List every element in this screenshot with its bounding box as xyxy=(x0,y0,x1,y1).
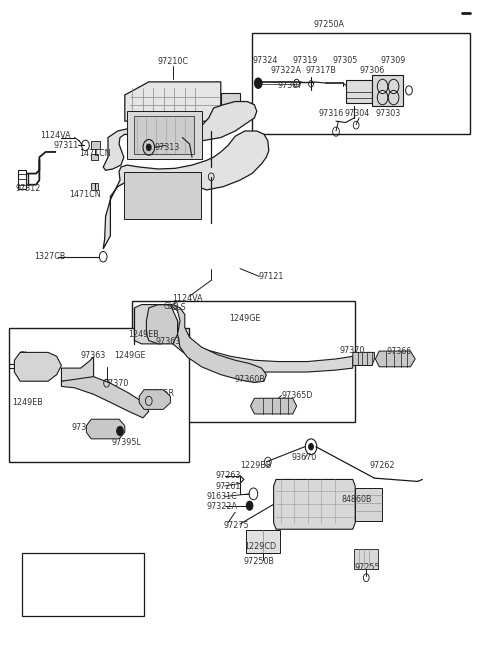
Text: 1229CD: 1229CD xyxy=(244,542,276,552)
Polygon shape xyxy=(86,419,125,439)
Polygon shape xyxy=(346,80,372,103)
Bar xyxy=(354,549,378,569)
Polygon shape xyxy=(251,398,297,414)
Circle shape xyxy=(117,426,123,436)
Text: GLS: GLS xyxy=(163,302,178,311)
Text: 97370: 97370 xyxy=(340,346,365,355)
Bar xyxy=(132,301,355,422)
Text: 1249GE: 1249GE xyxy=(229,314,261,324)
Text: 1124VA: 1124VA xyxy=(172,293,203,303)
Text: 1249EB: 1249EB xyxy=(12,398,43,407)
Text: GL: GL xyxy=(18,350,29,360)
Text: 97313: 97313 xyxy=(155,143,180,152)
Text: 97316: 97316 xyxy=(319,109,344,119)
Text: 97309: 97309 xyxy=(381,56,406,65)
Text: 97324: 97324 xyxy=(252,56,277,65)
Text: 97319: 97319 xyxy=(292,56,317,65)
Text: 1471CN: 1471CN xyxy=(70,190,101,199)
Text: GLS: GLS xyxy=(170,303,186,312)
Text: 97255: 97255 xyxy=(354,563,380,572)
Text: 97261: 97261 xyxy=(216,481,241,491)
Bar xyxy=(134,116,194,154)
Text: 97263: 97263 xyxy=(35,590,57,595)
Bar xyxy=(91,183,98,190)
Polygon shape xyxy=(172,321,353,372)
Text: 97366: 97366 xyxy=(386,347,412,356)
Polygon shape xyxy=(221,93,240,111)
Polygon shape xyxy=(146,305,178,344)
Text: 97307: 97307 xyxy=(277,81,302,90)
Text: 1471CN: 1471CN xyxy=(79,149,111,158)
Text: 97312: 97312 xyxy=(15,184,40,193)
Text: 97360B: 97360B xyxy=(234,375,265,384)
Polygon shape xyxy=(61,357,94,381)
Text: 1229BB: 1229BB xyxy=(240,460,271,470)
Text: 97275: 97275 xyxy=(223,521,249,530)
Text: 97303: 97303 xyxy=(375,109,400,119)
Bar xyxy=(124,172,201,219)
Text: 97360B: 97360B xyxy=(71,422,102,432)
Polygon shape xyxy=(372,75,403,106)
Polygon shape xyxy=(375,351,415,367)
Text: 97317B: 97317B xyxy=(305,66,336,75)
Polygon shape xyxy=(61,377,149,418)
Text: 97322A: 97322A xyxy=(206,502,238,511)
Text: 97363: 97363 xyxy=(156,337,181,346)
Text: 97210C: 97210C xyxy=(157,57,188,66)
Text: 1249EB: 1249EB xyxy=(129,329,159,339)
Polygon shape xyxy=(139,390,170,409)
Text: 97395R: 97395R xyxy=(143,388,174,398)
Circle shape xyxy=(146,144,151,151)
Text: 97365D: 97365D xyxy=(281,391,313,400)
Text: 97250B: 97250B xyxy=(244,557,275,567)
Bar xyxy=(252,33,470,134)
Text: 97322A: 97322A xyxy=(271,66,301,75)
Text: 97363: 97363 xyxy=(81,351,106,360)
Bar xyxy=(355,488,382,521)
Circle shape xyxy=(309,443,313,450)
Circle shape xyxy=(246,501,253,510)
Polygon shape xyxy=(353,352,374,365)
Text: LENGTH(mm): LENGTH(mm) xyxy=(70,558,115,565)
Text: 97311: 97311 xyxy=(54,141,79,150)
Polygon shape xyxy=(274,479,355,529)
Bar xyxy=(91,154,98,160)
Bar xyxy=(22,553,144,616)
Text: 97263: 97263 xyxy=(216,471,241,480)
Bar xyxy=(246,530,280,553)
Text: 97395L: 97395L xyxy=(111,438,141,447)
Text: 97250A: 97250A xyxy=(313,20,344,29)
Circle shape xyxy=(254,78,262,88)
Text: 820: 820 xyxy=(86,605,99,611)
Bar xyxy=(127,111,202,159)
Polygon shape xyxy=(14,352,61,381)
Text: 97370: 97370 xyxy=(103,379,129,388)
Polygon shape xyxy=(103,131,269,249)
Text: 1327CB: 1327CB xyxy=(34,252,66,261)
Text: 362: 362 xyxy=(86,590,99,595)
Text: 97121: 97121 xyxy=(259,272,284,281)
Text: 1249GE: 1249GE xyxy=(114,351,146,360)
Text: 97306: 97306 xyxy=(360,66,384,75)
Text: 84860B: 84860B xyxy=(342,495,372,504)
Bar xyxy=(9,328,189,462)
Text: 91631C: 91631C xyxy=(206,492,237,501)
Polygon shape xyxy=(18,170,26,189)
Bar xyxy=(91,141,100,149)
Polygon shape xyxy=(125,82,221,121)
Polygon shape xyxy=(134,305,178,344)
Text: 1124VA: 1124VA xyxy=(40,131,71,140)
Text: 97304: 97304 xyxy=(345,109,370,119)
Text: 93670: 93670 xyxy=(292,453,317,462)
Text: LHD: LHD xyxy=(86,574,99,580)
Text: 97262: 97262 xyxy=(35,605,57,611)
Polygon shape xyxy=(103,102,257,170)
Polygon shape xyxy=(158,305,266,383)
Text: 97262: 97262 xyxy=(370,460,395,470)
Text: 97305: 97305 xyxy=(333,56,358,65)
